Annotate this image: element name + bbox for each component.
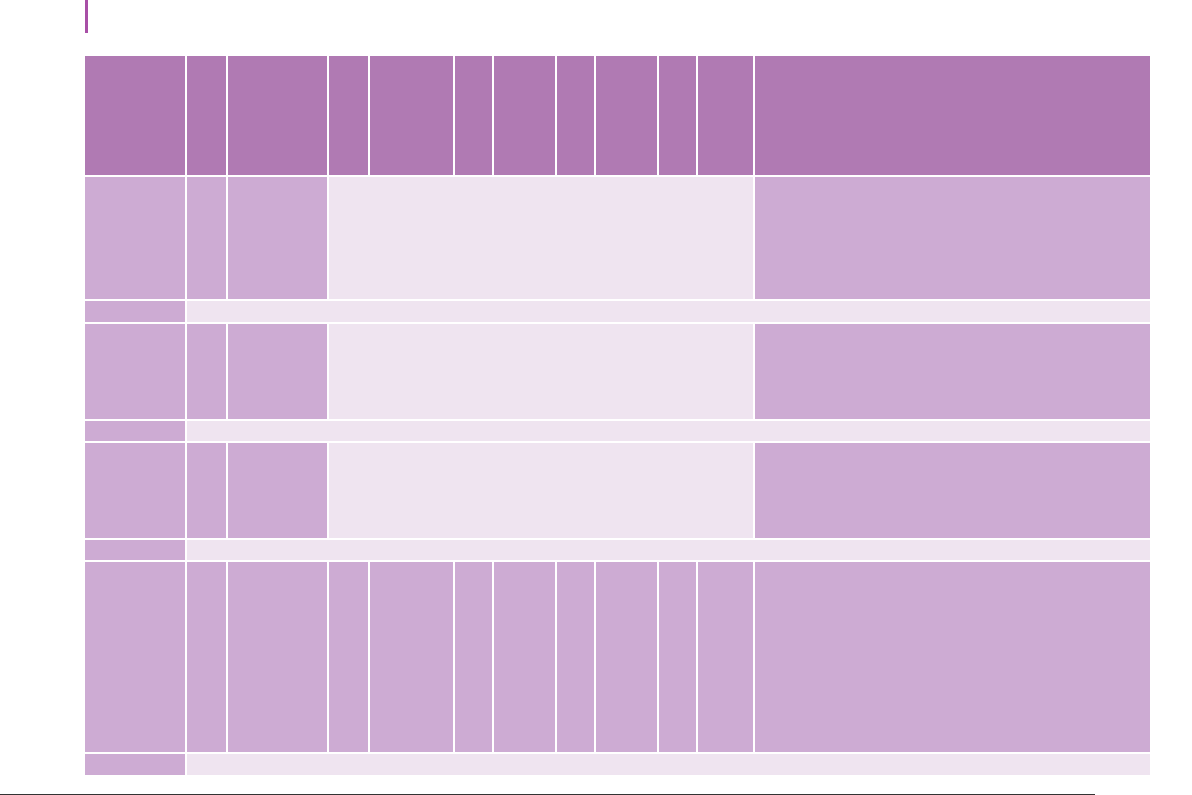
table-cell	[659, 562, 696, 752]
row-header-cell	[85, 301, 185, 322]
row-header-cell	[85, 177, 185, 299]
header-cell	[659, 56, 696, 175]
table-cell	[187, 562, 226, 752]
table-cell	[370, 562, 453, 752]
header-cell	[370, 56, 453, 175]
header-cell	[187, 56, 226, 175]
merged-cell	[187, 540, 1150, 560]
row-header-cell	[85, 443, 185, 538]
row-header-cell	[85, 324, 185, 419]
row-header-cell	[85, 540, 185, 560]
table-cell	[755, 562, 1150, 752]
header-cell	[596, 56, 657, 175]
header-cell	[557, 56, 594, 175]
table-cell	[755, 177, 1150, 299]
merged-cell	[187, 421, 1150, 441]
header-cell	[228, 56, 327, 175]
merged-cell	[329, 324, 753, 419]
table-cell	[228, 443, 327, 538]
header-cell	[494, 56, 555, 175]
table-cell	[228, 324, 327, 419]
table-cell	[557, 562, 594, 752]
row-header-cell	[85, 754, 185, 775]
accent-bar	[85, 0, 88, 33]
merged-cell	[329, 177, 753, 299]
table-cell	[329, 562, 368, 752]
header-cell	[755, 56, 1150, 175]
table-cell	[85, 562, 185, 752]
table-cell	[187, 324, 226, 419]
header-cell	[455, 56, 492, 175]
merged-cell	[187, 301, 1150, 322]
header-cell	[85, 56, 185, 175]
merged-cell	[329, 443, 753, 538]
header-cell	[698, 56, 753, 175]
row-header-cell	[85, 421, 185, 441]
table-cell	[228, 562, 327, 752]
table	[85, 56, 1150, 775]
table-cell	[187, 443, 226, 538]
table-cell	[455, 562, 492, 752]
table-cell	[228, 177, 327, 299]
table-cell	[187, 177, 226, 299]
table-cell	[494, 562, 555, 752]
table-cell	[596, 562, 657, 752]
table-cell	[755, 443, 1150, 538]
header-cell	[329, 56, 368, 175]
table-cell	[755, 324, 1150, 419]
table-cell	[698, 562, 753, 752]
merged-cell	[187, 754, 1150, 775]
